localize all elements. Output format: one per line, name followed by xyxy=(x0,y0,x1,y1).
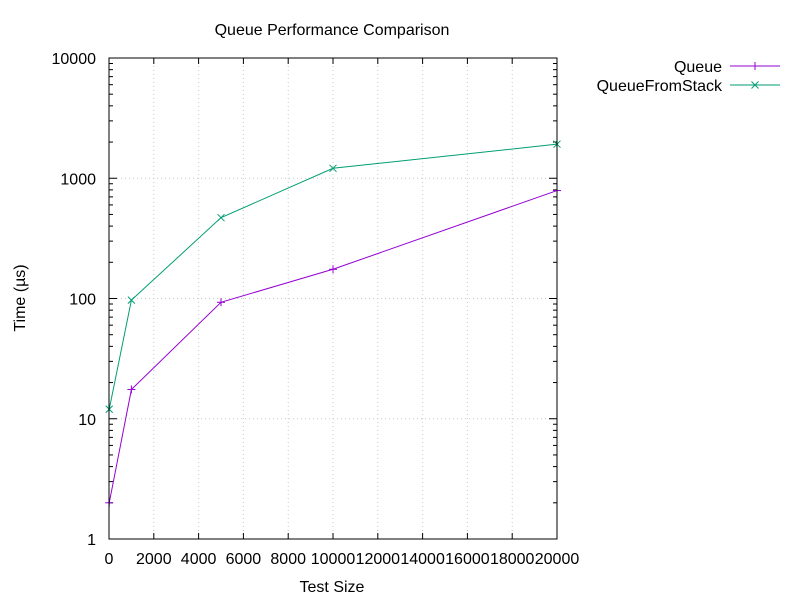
legend-label-1: QueueFromStack xyxy=(597,78,723,95)
x-tick-label-1: 2000 xyxy=(136,551,172,568)
series-0-point-3 xyxy=(329,265,337,274)
y-tick-label-4: 10000 xyxy=(52,51,97,68)
x-tick-label-7: 14000 xyxy=(400,551,445,568)
legend-marker-0 xyxy=(751,62,759,70)
x-tick-label-4: 8000 xyxy=(270,551,306,568)
x-axis-label: Test Size xyxy=(300,579,365,596)
series-1-point-1-diag-b xyxy=(127,296,136,304)
x-tick-label-9: 18000 xyxy=(490,551,535,568)
legend-label-0: Queue xyxy=(674,59,722,76)
x-tick-label-10: 20000 xyxy=(535,551,580,568)
y-axis-label: Time (µs) xyxy=(12,264,29,331)
x-tick-label-3: 6000 xyxy=(226,551,262,568)
series-0-point-1 xyxy=(127,385,136,394)
series-1-point-3 xyxy=(329,164,337,173)
legend-marker-1 xyxy=(751,81,759,89)
series-line-1 xyxy=(108,143,558,410)
x-tick-label-8: 16000 xyxy=(445,551,490,568)
y-tick-label-3: 1000 xyxy=(60,171,96,188)
x-tick-label-5: 10000 xyxy=(311,551,356,568)
series-1-point-3-diag-b xyxy=(329,164,337,173)
series-layer xyxy=(105,140,561,507)
ticks-layer: 0 2000 4000 6000 8000 10000 12000 14000 16000 180… xyxy=(52,51,580,568)
grid-layer xyxy=(109,58,557,539)
series-1-point-2 xyxy=(217,213,225,222)
y-tick-label-0: 1 xyxy=(87,532,96,549)
series-0-point-2 xyxy=(217,298,225,307)
x-tick-label-6: 12000 xyxy=(356,551,401,568)
plot-area-border xyxy=(108,57,558,540)
x-tick-label-0: 0 xyxy=(105,551,114,568)
legend: Queue QueueFromStack xyxy=(597,59,780,95)
y-tick-label-1: 10 xyxy=(78,412,96,429)
legend-marker-1-diag-b xyxy=(751,81,759,89)
chart-title: Queue Performance Comparison xyxy=(215,22,450,39)
x-tick-label-2: 4000 xyxy=(181,551,217,568)
series-1-point-1 xyxy=(127,296,136,304)
series-1-point-2-diag-b xyxy=(217,213,225,222)
y-tick-label-2: 100 xyxy=(69,292,96,309)
